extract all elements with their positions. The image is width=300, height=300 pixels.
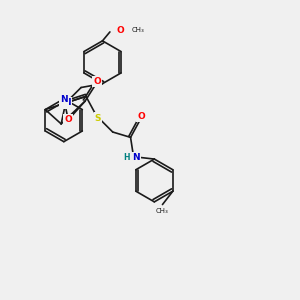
Text: H: H [123, 153, 129, 162]
Text: O: O [64, 115, 72, 124]
Text: CH₃: CH₃ [131, 27, 144, 33]
Text: N: N [60, 95, 68, 104]
Text: S: S [94, 113, 101, 122]
Text: CH₃: CH₃ [155, 208, 168, 214]
Text: O: O [93, 77, 101, 86]
Text: O: O [137, 112, 145, 121]
Text: O: O [116, 26, 124, 35]
Text: N: N [132, 153, 140, 162]
Text: N: N [63, 98, 71, 107]
